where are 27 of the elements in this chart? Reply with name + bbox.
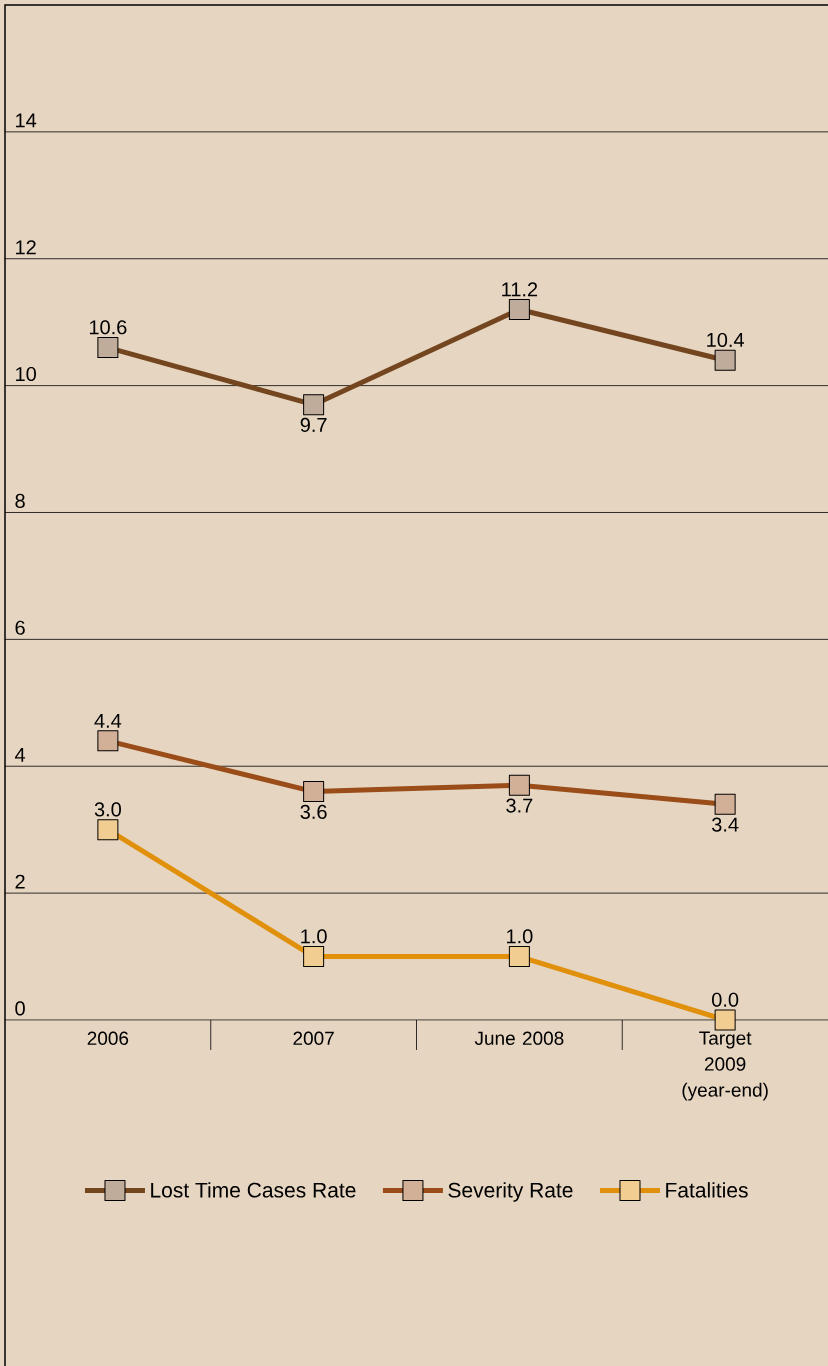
data-label: 10.6 [89,320,127,335]
x-tick-label: June 2008 [474,1031,564,1045]
x-tick-label: Target 2009 (year-end) [682,1031,768,1101]
data-label: 3.7 [506,798,533,813]
y-tick-label: 0 [15,1001,25,1016]
y-tick-label: 4 [14,747,26,762]
y-tick-label: 12 [16,240,36,255]
x-tick-label: 2007 [293,1031,334,1045]
y-tick-label: 14 [16,113,37,128]
data-label: 3.4 [712,817,739,832]
data-label: 4.4 [94,713,122,728]
data-label: 0.0 [712,992,739,1007]
data-label: 10.4 [707,332,745,348]
y-tick-label: 10 [16,366,36,382]
data-label: 9.7 [300,417,327,433]
y-tick-label: 2 [15,874,25,889]
data-label: 11.2 [502,282,538,297]
data-label: 3.0 [94,802,121,817]
y-tick-label: 6 [15,620,25,635]
data-label: 1.0 [301,929,327,944]
legend-label: Severity Rate [448,1182,573,1202]
y-tick-label: 8 [15,493,25,508]
legend-label: Fatalities [666,1182,748,1198]
x-tick-label: 2006 [87,1031,129,1045]
data-label: 3.6 [300,804,327,819]
data-label: 1.0 [507,929,533,944]
legend-label: Lost Time Cases Rate [151,1182,356,1198]
